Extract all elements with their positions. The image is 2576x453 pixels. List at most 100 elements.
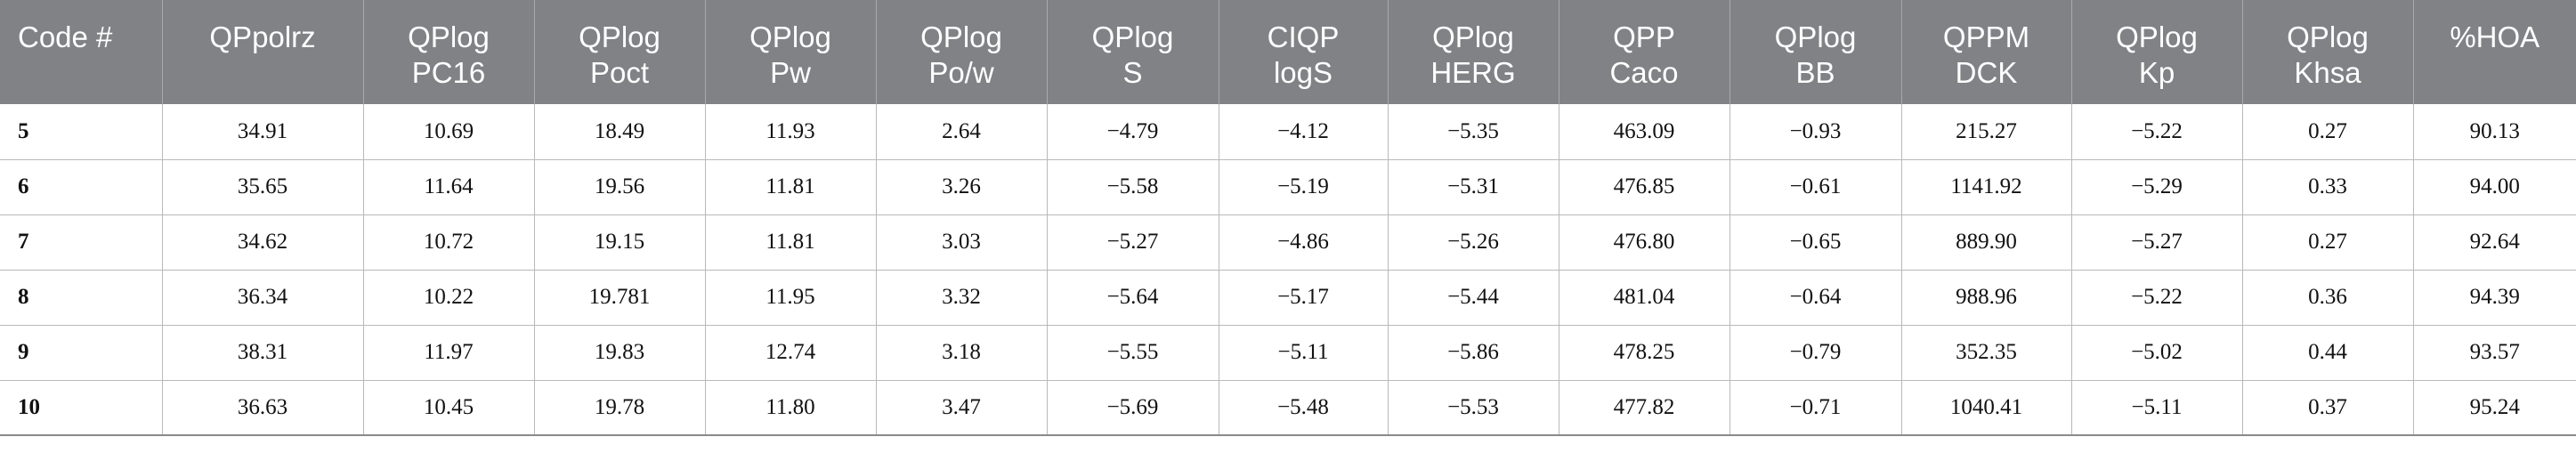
column-header-line: QPlog	[2116, 20, 2198, 53]
column-header: CIQP logS	[1219, 0, 1389, 104]
table-cell: −5.19	[1219, 159, 1389, 215]
table-cell: 19.78	[534, 380, 706, 436]
table-cell: 1040.41	[1901, 380, 2072, 436]
table-cell: 36.34	[162, 270, 364, 326]
table-cell: −5.26	[1388, 214, 1559, 271]
table-cell: −5.35	[1388, 104, 1559, 160]
table-cell: −0.64	[1729, 270, 1902, 326]
row-code-cell: 5	[0, 104, 163, 160]
column-header-line: QPP	[1613, 20, 1675, 53]
column-header-line: Poct	[589, 56, 650, 89]
table-cell: −5.69	[1047, 380, 1219, 436]
column-header-line: QPlog	[579, 20, 660, 53]
column-header-line: Code #	[18, 20, 113, 53]
column-header: QPlog BB	[1729, 0, 1902, 104]
table-cell: −5.22	[2071, 270, 2243, 326]
table-row: 10 36.63 10.45 19.78 11.80 3.47 −5.69 −5.48 −5.5…	[0, 380, 2576, 436]
table-cell: 34.91	[162, 104, 364, 160]
table-cell: 34.62	[162, 214, 364, 271]
table-cell: −5.11	[2071, 380, 2243, 436]
table-cell: 11.97	[363, 325, 535, 381]
table-cell: 94.39	[2413, 270, 2576, 326]
table-cell: 3.32	[876, 270, 1048, 326]
table-cell: −5.22	[2071, 104, 2243, 160]
column-header-line: S	[1122, 56, 1143, 89]
table-cell: 11.81	[705, 214, 877, 271]
column-header: QPPM DCK	[1901, 0, 2072, 104]
table-cell: −5.17	[1219, 270, 1389, 326]
table-cell: 476.80	[1559, 214, 1730, 271]
table-cell: −5.86	[1388, 325, 1559, 381]
table-cell: −5.53	[1388, 380, 1559, 436]
table-cell: 463.09	[1559, 104, 1730, 160]
column-header-line: QPlog	[2287, 20, 2369, 53]
table-cell: 476.85	[1559, 159, 1730, 215]
table-cell: 11.81	[705, 159, 877, 215]
column-header-line: BB	[1795, 56, 1835, 89]
table-cell: −0.65	[1729, 214, 1902, 271]
table-cell: −5.31	[1388, 159, 1559, 215]
table-cell: 3.26	[876, 159, 1048, 215]
column-header: %HOA	[2413, 0, 2576, 104]
table-cell: 95.24	[2413, 380, 2576, 436]
table-cell: 0.27	[2242, 214, 2414, 271]
column-header: QPlog PC16	[363, 0, 535, 104]
table-cell: 19.15	[534, 214, 706, 271]
column-header-line: QPPM	[1942, 20, 2030, 53]
column-header-line: CIQP	[1267, 20, 1340, 53]
table-cell: 18.49	[534, 104, 706, 160]
table-cell: −0.93	[1729, 104, 1902, 160]
table-cell: 0.37	[2242, 380, 2414, 436]
table-cell: 0.44	[2242, 325, 2414, 381]
header-row: Code # QPpolrz QPlog PC16 QPlog Poct QPlog Pw QP…	[0, 0, 2576, 104]
table-cell: 92.64	[2413, 214, 2576, 271]
table-cell: 12.74	[705, 325, 877, 381]
column-header: Code #	[0, 0, 163, 104]
column-header: QPP Caco	[1559, 0, 1730, 104]
column-header-line: Po/w	[928, 56, 994, 89]
column-header: QPlog Pw	[705, 0, 877, 104]
table-cell: 215.27	[1901, 104, 2072, 160]
column-header-line: logS	[1273, 56, 1333, 89]
table-cell: 0.36	[2242, 270, 2414, 326]
table-cell: −5.27	[2071, 214, 2243, 271]
row-code-cell: 9	[0, 325, 163, 381]
table-cell: −5.11	[1219, 325, 1389, 381]
column-header: QPlog Poct	[534, 0, 706, 104]
table-cell: 478.25	[1559, 325, 1730, 381]
table-cell: 19.83	[534, 325, 706, 381]
table-cell: 19.781	[534, 270, 706, 326]
table-cell: −5.27	[1047, 214, 1219, 271]
table-cell: −5.55	[1047, 325, 1219, 381]
column-header: QPlog HERG	[1388, 0, 1559, 104]
table-cell: −5.29	[2071, 159, 2243, 215]
table-cell: 352.35	[1901, 325, 2072, 381]
table-cell: 35.65	[162, 159, 364, 215]
table-cell: 93.57	[2413, 325, 2576, 381]
table-cell: 10.22	[363, 270, 535, 326]
table-cell: 90.13	[2413, 104, 2576, 160]
table-body: 5 34.91 10.69 18.49 11.93 2.64 −4.79 −4.12 −5.35…	[0, 104, 2576, 436]
table-cell: 11.64	[363, 159, 535, 215]
table-cell: 10.72	[363, 214, 535, 271]
column-header-line: QPlog	[749, 20, 831, 53]
column-header-line: QPlog	[408, 20, 490, 53]
table-cell: −5.44	[1388, 270, 1559, 326]
table-cell: 36.63	[162, 380, 364, 436]
column-header-line: Khsa	[2294, 56, 2361, 89]
table-cell: −5.48	[1219, 380, 1389, 436]
table-cell: 889.90	[1901, 214, 2072, 271]
table-cell: 19.56	[534, 159, 706, 215]
table-row: 5 34.91 10.69 18.49 11.93 2.64 −4.79 −4.12 −5.35…	[0, 104, 2576, 160]
table-header: Code # QPpolrz QPlog PC16 QPlog Poct QPlog Pw QP…	[0, 0, 2576, 104]
table-cell: −0.79	[1729, 325, 1902, 381]
table-row: 7 34.62 10.72 19.15 11.81 3.03 −5.27 −4.86 −5.26…	[0, 214, 2576, 271]
table-cell: 3.18	[876, 325, 1048, 381]
column-header-line: Kp	[2138, 56, 2175, 89]
table-cell: 11.93	[705, 104, 877, 160]
table-cell: −5.64	[1047, 270, 1219, 326]
admet-table: Code # QPpolrz QPlog PC16 QPlog Poct QPlog Pw QP…	[0, 0, 2576, 436]
column-header-line: %HOA	[2450, 20, 2540, 53]
column-header: QPpolrz	[162, 0, 364, 104]
column-header-line: DCK	[1955, 56, 2018, 89]
